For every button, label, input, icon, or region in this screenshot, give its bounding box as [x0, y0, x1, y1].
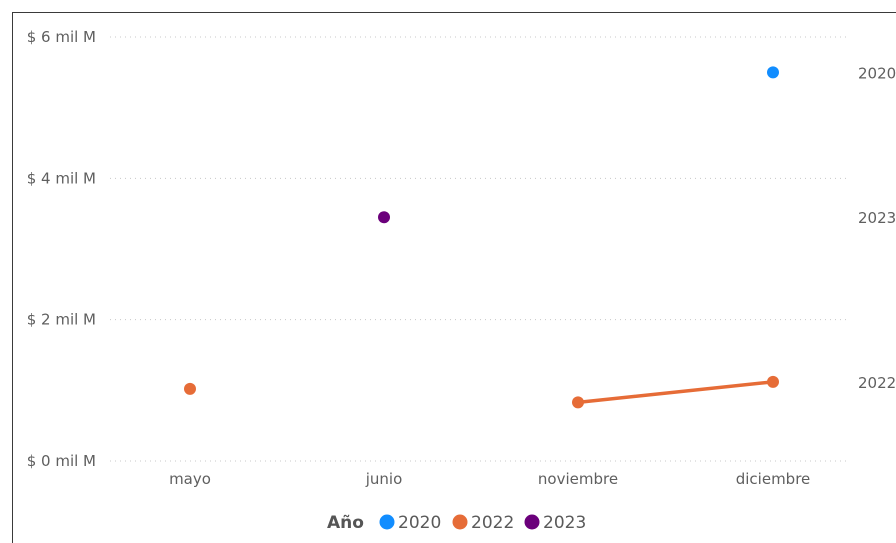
x-tick-label: junio [365, 470, 403, 488]
series-end-label: 2022 [858, 374, 896, 392]
x-tick-label: noviembre [538, 470, 618, 488]
legend-item-2020: 2020 [398, 513, 441, 533]
series-line-2022 [576, 380, 775, 405]
legend-title: Año [327, 513, 364, 533]
series-end-label: 2023 [858, 209, 896, 227]
series-end-label: 2020 [858, 64, 896, 82]
y-tick-label: $ 2 mil M [27, 311, 96, 329]
legend-item-2022: 2022 [471, 513, 514, 533]
data-point-2022[interactable] [184, 382, 196, 395]
data-point-2023[interactable] [378, 211, 390, 224]
data-point-2022[interactable] [767, 375, 779, 388]
data-point-2022[interactable] [572, 396, 584, 409]
chart-frame [12, 12, 896, 543]
x-tick-label: mayo [169, 470, 211, 488]
legend-marker-2023 [524, 514, 540, 530]
x-tick-label: diciembre [736, 470, 811, 488]
y-tick-label: $ 0 mil M [27, 452, 96, 470]
data-point-2020[interactable] [767, 66, 779, 79]
y-tick-label: $ 6 mil M [27, 28, 96, 46]
y-tick-label: $ 4 mil M [27, 169, 96, 187]
legend-item-2023: 2023 [543, 513, 586, 533]
legend-marker-2020 [379, 514, 395, 530]
legend-marker-2022 [452, 514, 468, 530]
